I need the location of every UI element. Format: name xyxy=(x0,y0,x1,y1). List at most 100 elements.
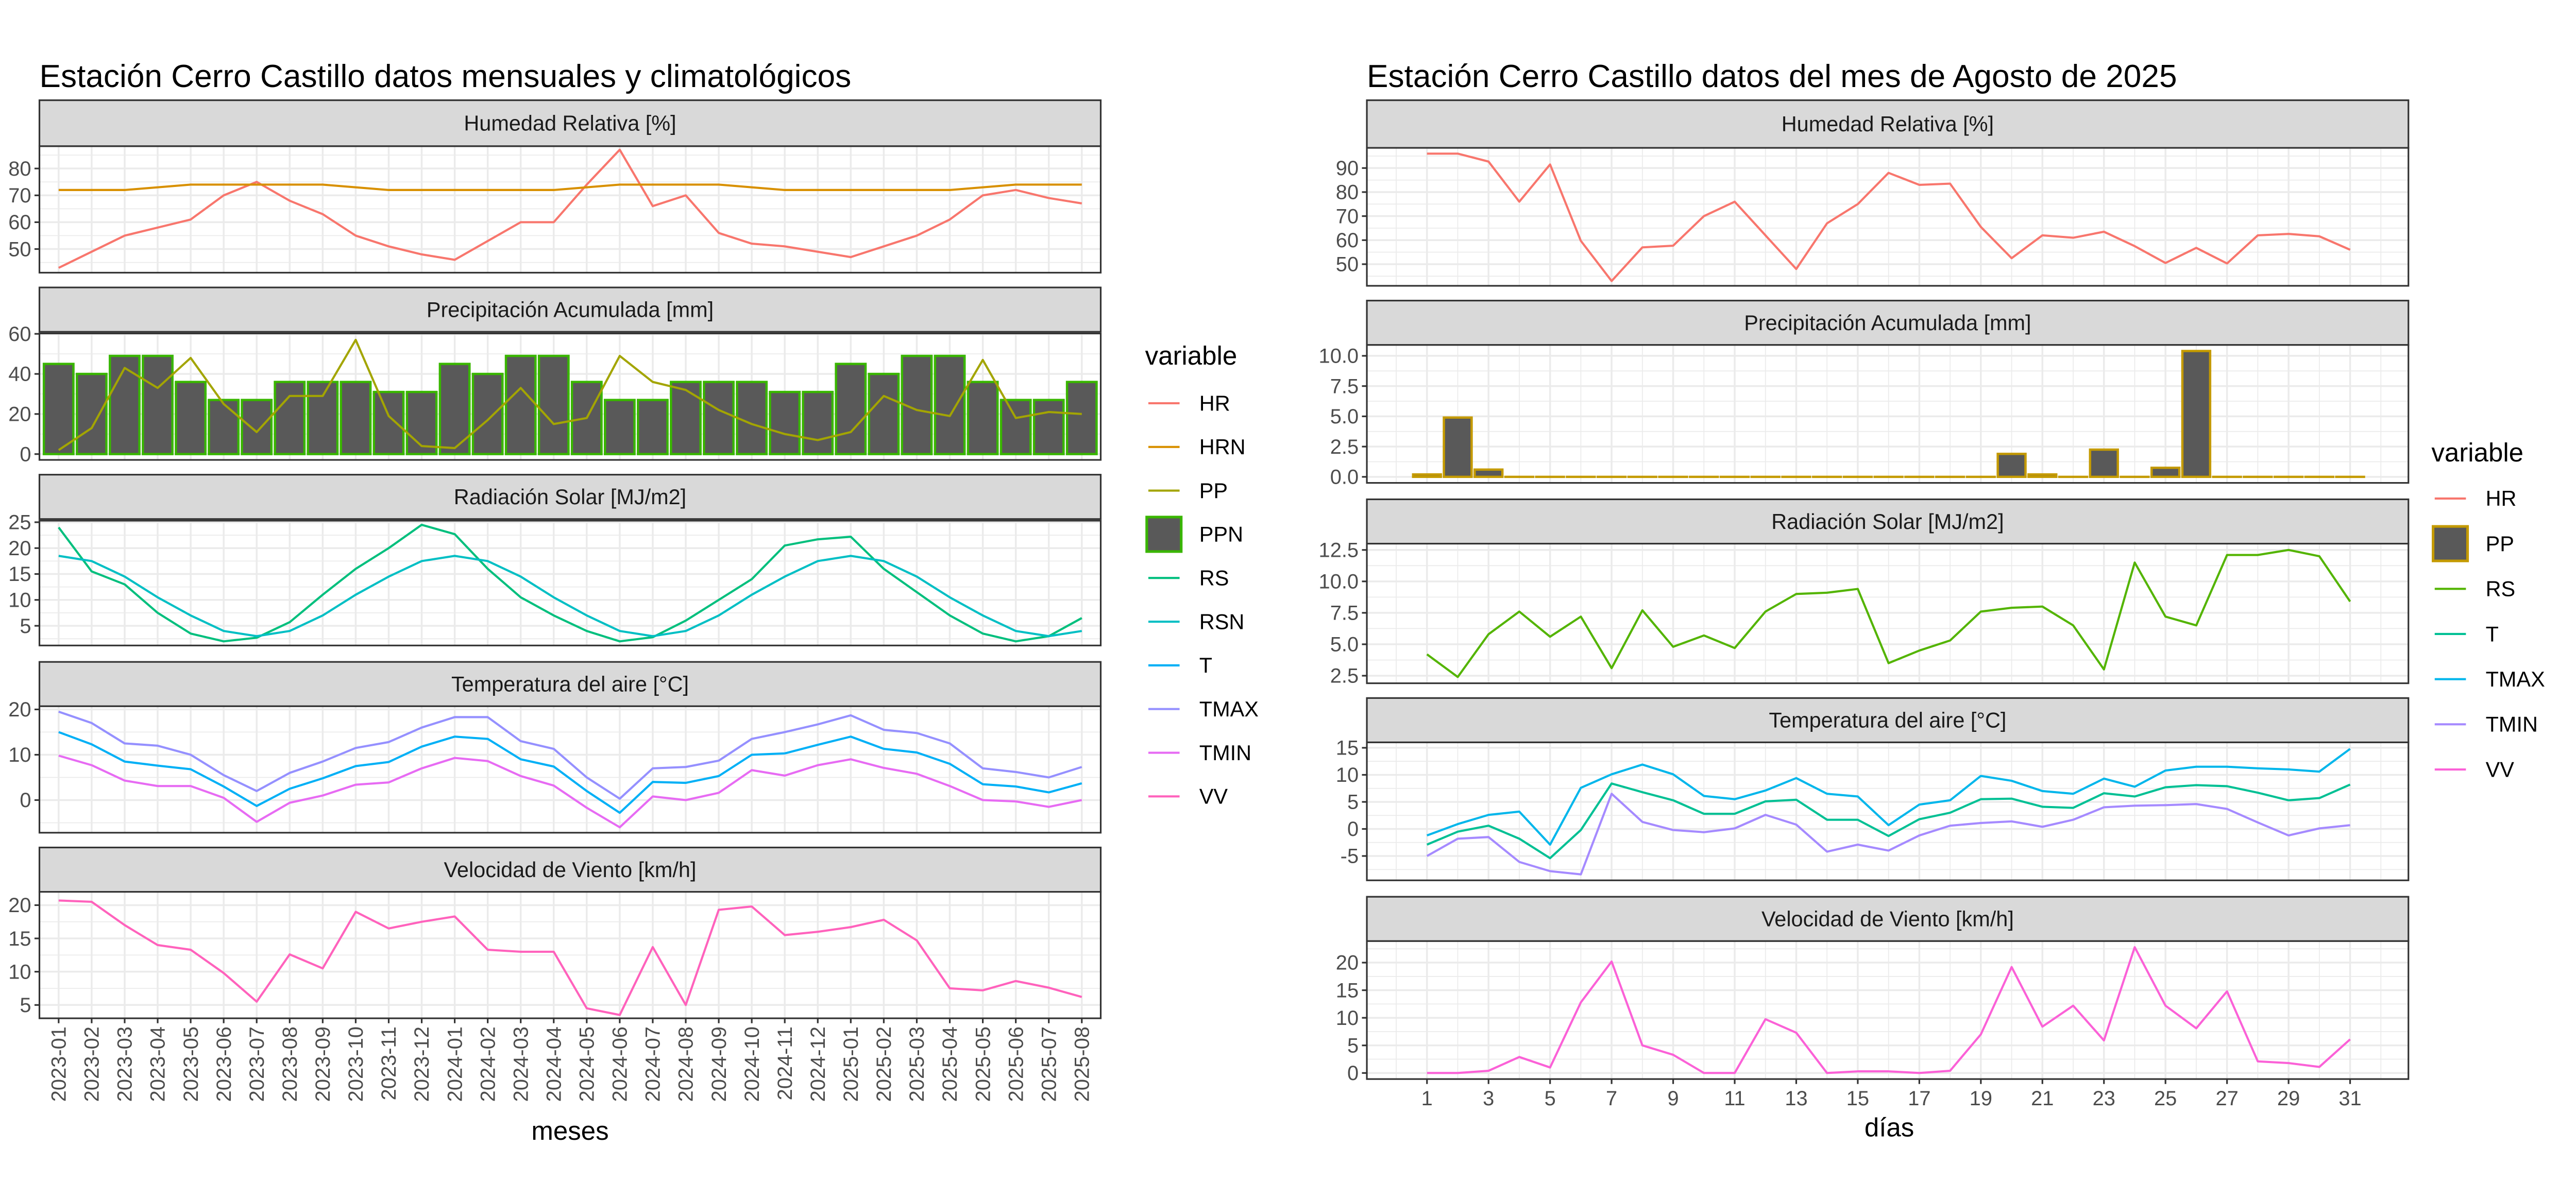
right-x-axis-title: días xyxy=(1865,1113,1914,1142)
legend-item-RS: RS xyxy=(1148,566,1229,590)
x-tick-label: 2025-02 xyxy=(873,1026,895,1102)
facet-strip-label: Humedad Relativa [%] xyxy=(464,111,676,135)
legend-item-HRN: HRN xyxy=(1148,435,1246,459)
facet-strip-label: Radiación Solar [MJ/m2] xyxy=(454,485,686,509)
bar-PPN xyxy=(802,390,834,455)
bar-PPN xyxy=(1065,381,1098,455)
y-tick-label: 20 xyxy=(1336,952,1359,974)
y-tick-label: 2.5 xyxy=(1330,436,1359,458)
daily-chart: Humedad Relativa [%]5060708090Precipitac… xyxy=(1319,99,2410,1110)
legend-label: T xyxy=(1199,653,1212,677)
x-tick-label: 2024-03 xyxy=(510,1026,532,1102)
y-tick-label: 0 xyxy=(20,443,31,466)
panel-border xyxy=(38,145,1102,274)
x-tick-label: 13 xyxy=(1785,1087,1807,1110)
legend-item-VV: VV xyxy=(1148,784,1228,809)
y-tick-label: 10.0 xyxy=(1319,571,1359,593)
facet-strip xyxy=(1366,697,2410,744)
facet-strip-label: Precipitación Acumulada [mm] xyxy=(427,298,714,322)
bar-PPN xyxy=(405,390,438,455)
y-tick-label: 5 xyxy=(1347,1034,1359,1057)
left-chart-title: Estación Cerro Castillo datos mensuales … xyxy=(40,59,852,94)
legend-item-TMAX: TMAX xyxy=(2434,667,2545,691)
x-tick-label: 3 xyxy=(1483,1087,1494,1110)
facet-strip xyxy=(1366,896,2410,942)
y-tick-label: 70 xyxy=(8,184,31,207)
legend-label: VV xyxy=(2486,757,2515,781)
bar-PPN xyxy=(274,381,306,455)
facet-strip xyxy=(38,474,1102,520)
y-tick-label: 0 xyxy=(20,789,31,812)
x-tick-label: 23 xyxy=(2093,1087,2115,1110)
legend-item-TMIN: TMIN xyxy=(1148,741,1251,765)
facet-1: Precipitación Acumulada [mm] 0 20 40 60 xyxy=(8,286,1102,466)
bar-PPN xyxy=(208,399,240,455)
left-legend: HR HRN PP PPN RS RSN T TMAX TMIN VV xyxy=(1145,391,1259,809)
line-RS xyxy=(58,523,1082,643)
legend-item-T: T xyxy=(2434,622,2499,646)
facet-strip-label: Humedad Relativa [%] xyxy=(1782,112,1994,136)
y-tick-label: 0 xyxy=(1347,818,1359,841)
y-tick-label: 0.0 xyxy=(1330,466,1359,489)
bar-PPN xyxy=(670,381,702,455)
left-legend-title: variable xyxy=(1145,341,1238,370)
bar-PPN xyxy=(603,399,636,455)
bar-PPN xyxy=(241,399,273,455)
line-TMIN xyxy=(58,755,1082,829)
x-tick-label: 21 xyxy=(2031,1087,2054,1110)
y-tick-label: 10 xyxy=(8,744,31,766)
panel-border xyxy=(1366,542,2410,684)
x-tick-label: 31 xyxy=(2338,1087,2361,1110)
bar-PPN xyxy=(537,354,570,455)
panel-border xyxy=(1366,741,2410,881)
line-T xyxy=(58,731,1082,814)
y-tick-label: 5 xyxy=(20,615,31,638)
y-tick-label: 0 xyxy=(1347,1062,1359,1085)
panel-background xyxy=(39,520,1101,646)
facet-strip-label: Precipitación Acumulada [mm] xyxy=(1744,311,2031,335)
x-tick-label: 2023-10 xyxy=(345,1026,367,1102)
y-tick-label: 60 xyxy=(1336,229,1359,252)
bar-PP xyxy=(2089,448,2119,478)
x-tick-label: 2023-02 xyxy=(81,1026,104,1102)
facet-strip xyxy=(1366,99,2410,149)
facet-strip-label: Radiación Solar [MJ/m2] xyxy=(1771,509,2004,534)
y-tick-label: 15 xyxy=(8,563,31,586)
facet-strip xyxy=(38,286,1102,333)
x-tick-label: 2023-06 xyxy=(213,1026,235,1102)
facet-strip xyxy=(38,661,1102,707)
panel-background xyxy=(1367,742,2409,881)
left-x-axis-title: meses xyxy=(531,1116,608,1145)
y-tick-label: -5 xyxy=(1341,845,1359,868)
x-tick-label: 19 xyxy=(1970,1087,1992,1110)
y-tick-label: 5.0 xyxy=(1330,405,1359,428)
y-tick-label: 60 xyxy=(8,211,31,234)
y-tick-label: 20 xyxy=(8,698,31,721)
x-tick-label: 2024-09 xyxy=(708,1026,731,1102)
x-tick-label: 2024-01 xyxy=(444,1026,466,1102)
x-tick-label: 2023-12 xyxy=(411,1026,433,1102)
legend-label: RS xyxy=(2486,577,2516,601)
panel-border xyxy=(1366,344,2410,484)
bar-PP xyxy=(2181,350,2212,478)
x-tick-label: 2024-12 xyxy=(807,1026,829,1102)
y-tick-label: 90 xyxy=(1336,157,1359,180)
facet-strip-label: Velocidad de Viento [km/h] xyxy=(444,858,697,882)
bar-PPN xyxy=(999,399,1032,455)
x-tick-label: 2024-05 xyxy=(576,1026,599,1102)
legend-label: T xyxy=(2486,622,2499,646)
bar-PPN xyxy=(340,381,372,455)
y-tick-label: 7.5 xyxy=(1330,602,1359,625)
legend-item-PP: PP xyxy=(1148,478,1228,503)
bar-PPN xyxy=(769,390,801,455)
x-tick-label: 17 xyxy=(1908,1087,1930,1110)
bar-PPN xyxy=(471,372,504,455)
x-tick-label: 2025-03 xyxy=(906,1026,928,1102)
y-tick-label: 10.0 xyxy=(1319,345,1359,368)
facet-2: Radiación Solar [MJ/m2] 5 10 15 20 25 xyxy=(8,474,1102,646)
facet-1: Precipitación Acumulada [mm] 0.0 2.5 5.0 7.5… xyxy=(1319,300,2410,489)
line-HR xyxy=(58,148,1082,269)
facet-3: Temperatura del aire [°C] -5 0 5 10 15 xyxy=(1336,697,2410,881)
x-tick-label: 2023-08 xyxy=(279,1026,301,1102)
